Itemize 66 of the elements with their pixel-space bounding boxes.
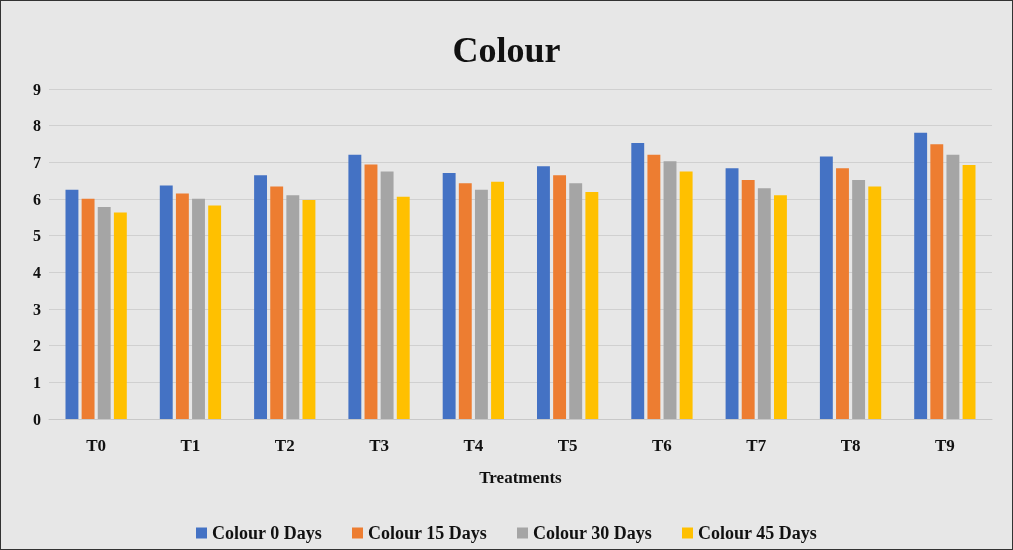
x-axis-title: Treatments: [479, 468, 563, 487]
bar: [286, 195, 300, 419]
bar: [773, 195, 787, 419]
bar: [757, 188, 771, 419]
x-tick-label: T0: [86, 436, 107, 455]
bar: [537, 166, 550, 419]
y-tick-label: 8: [33, 117, 41, 135]
bar: [491, 181, 504, 419]
y-tick-label: 2: [33, 337, 41, 355]
bar: [852, 179, 866, 419]
x-tick-label: T5: [557, 436, 578, 455]
bar: [192, 198, 205, 419]
bar: [396, 196, 410, 419]
bar: [364, 164, 378, 419]
bar: [553, 175, 567, 419]
bar: [836, 168, 849, 419]
x-tick-label: T8: [840, 436, 861, 455]
y-tick-label: 0: [33, 410, 41, 428]
x-tick-label: T3: [369, 436, 389, 455]
x-tick-label: T7: [746, 436, 767, 455]
bar: [442, 172, 456, 419]
bar: [474, 189, 488, 419]
y-tick-label: 9: [33, 80, 41, 98]
bar: [97, 207, 111, 419]
bar: [380, 171, 394, 419]
bar: [868, 186, 882, 419]
bar: [647, 154, 661, 419]
bar: [631, 142, 645, 419]
legend-label: Colour 45 Days: [698, 523, 817, 543]
y-tick-label: 3: [33, 300, 41, 318]
bar: [175, 193, 189, 419]
x-tick-label: T9: [934, 436, 955, 455]
x-tick-label: T4: [463, 436, 484, 455]
bar: [741, 179, 755, 419]
bar: [585, 192, 599, 419]
bar: [819, 156, 833, 419]
bar: [159, 185, 173, 419]
bar: [962, 164, 976, 419]
bar: [208, 205, 222, 419]
chart-title: Colour: [452, 30, 561, 70]
bar: [663, 161, 677, 419]
y-tick-label: 5: [33, 227, 41, 245]
legend-label: Colour 0 Days: [211, 523, 322, 543]
bar: [270, 186, 284, 419]
bar: [458, 183, 472, 419]
bar: [725, 168, 739, 419]
bar: [302, 200, 316, 419]
x-tick-label: T1: [180, 436, 201, 455]
y-tick-label: 4: [33, 263, 41, 281]
legend-label: Colour 30 Days: [533, 523, 652, 543]
y-tick-label: 7: [33, 153, 41, 171]
bar: [348, 154, 362, 419]
y-tick-label: 6: [33, 190, 41, 208]
bar: [914, 132, 928, 419]
x-tick-label: T6: [652, 436, 672, 455]
bar: [930, 144, 944, 419]
bar: [81, 198, 95, 419]
y-tick-label: 1: [33, 373, 41, 391]
bar: [679, 171, 693, 419]
bar: [254, 175, 268, 419]
bar: [569, 183, 583, 419]
bar: [113, 212, 127, 419]
legend-label: Colour 15 Days: [368, 523, 487, 543]
x-tick-label: T2: [274, 436, 295, 455]
bar: [946, 154, 960, 419]
bar: [65, 189, 79, 419]
